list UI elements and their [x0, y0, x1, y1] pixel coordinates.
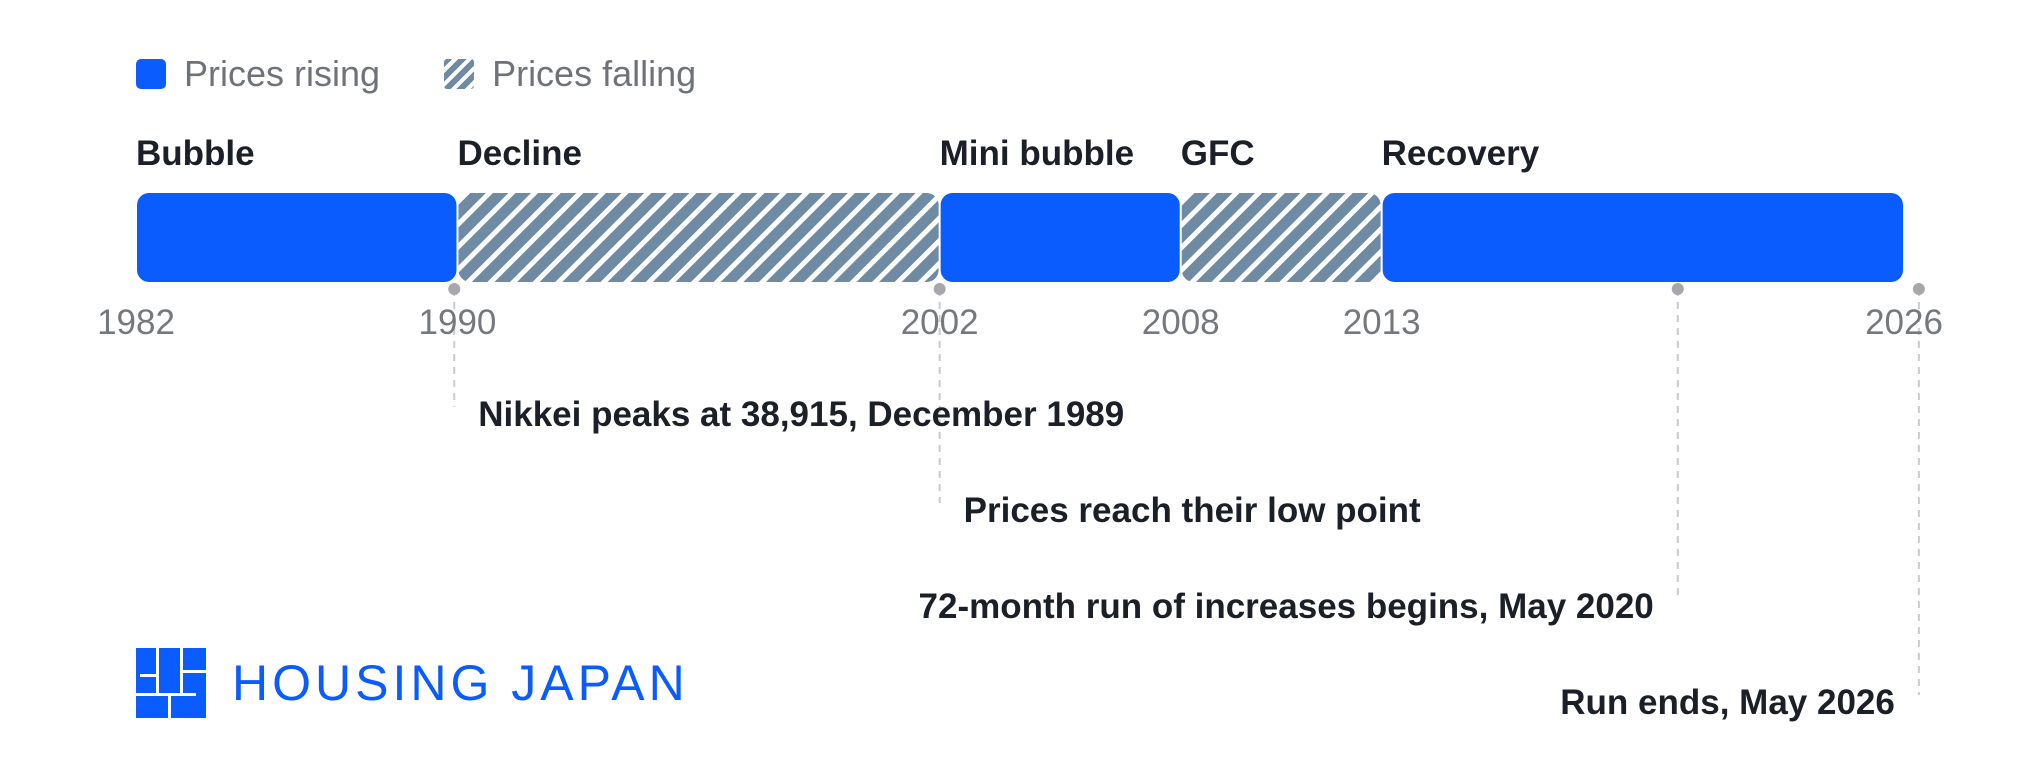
- year-tick-2026: 2026: [1865, 303, 1943, 342]
- phase-bar-decline: [458, 193, 939, 282]
- year-tick-1990: 1990: [418, 303, 497, 342]
- year-tick-2013: 2013: [1342, 303, 1421, 342]
- legend-swatch-rising: [136, 59, 166, 89]
- event-label-3: 72-month run of increases begins, May 20…: [918, 587, 1654, 626]
- event-marker-2: [933, 283, 946, 295]
- phase-bar-bubble: [137, 193, 457, 282]
- event-guides: [448, 283, 1925, 695]
- legend: Prices rising Prices falling: [136, 53, 696, 95]
- legend-item-rising: Prices rising: [136, 53, 380, 95]
- housing-japan-logo: HOUSING JAPAN: [136, 648, 689, 718]
- phase-label-bubble: Bubble: [136, 134, 255, 173]
- event-label-2: Prices reach their low point: [963, 491, 1421, 530]
- year-tick-1982: 1982: [97, 303, 175, 342]
- phase-label-decline: Decline: [457, 134, 582, 173]
- event-label-1: Nikkei peaks at 38,915, December 1989: [478, 395, 1125, 434]
- event-marker-3: [1671, 283, 1684, 295]
- legend-label-rising: Prices rising: [184, 53, 381, 94]
- phase-bar-recovery: [1382, 193, 1903, 282]
- event-label-4: Run ends, May 2026: [1560, 683, 1895, 722]
- legend-item-falling: Prices falling: [444, 53, 696, 95]
- year-tick-2002: 2002: [900, 303, 979, 342]
- phase-label-recovery: Recovery: [1381, 134, 1540, 173]
- phase-bar-mini-bubble: [940, 193, 1180, 282]
- legend-swatch-falling: [444, 59, 475, 89]
- phase-bars: [137, 193, 1903, 282]
- phase-label-mini-bubble: Mini bubble: [939, 134, 1135, 173]
- phase-bar-gfc: [1181, 193, 1381, 282]
- phase-label-gfc: GFC: [1180, 134, 1255, 173]
- event-marker-1: [448, 283, 461, 295]
- housing-japan-logo-icon: [136, 648, 206, 718]
- event-marker-4: [1912, 283, 1925, 295]
- legend-label-falling: Prices falling: [492, 53, 697, 94]
- logo-text: HOUSING JAPAN: [232, 655, 689, 711]
- year-tick-2008: 2008: [1141, 303, 1220, 342]
